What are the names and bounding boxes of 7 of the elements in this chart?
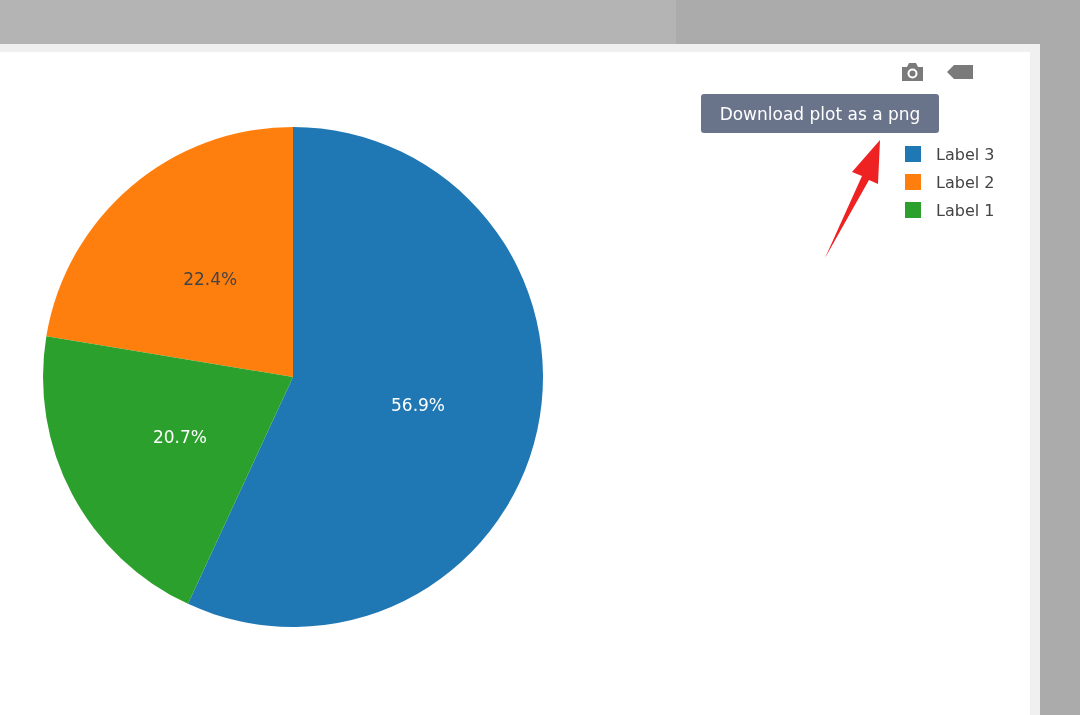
legend-label: Label 3	[936, 144, 995, 164]
text: Download plot as a png	[701, 94, 939, 133]
data-label: 56.9%	[391, 394, 446, 415]
legend-label: Label 2	[936, 172, 995, 192]
data-label: 20.7%	[152, 426, 207, 447]
legend-label: Label 1	[936, 200, 995, 220]
data-label: 22.4%	[183, 269, 238, 290]
